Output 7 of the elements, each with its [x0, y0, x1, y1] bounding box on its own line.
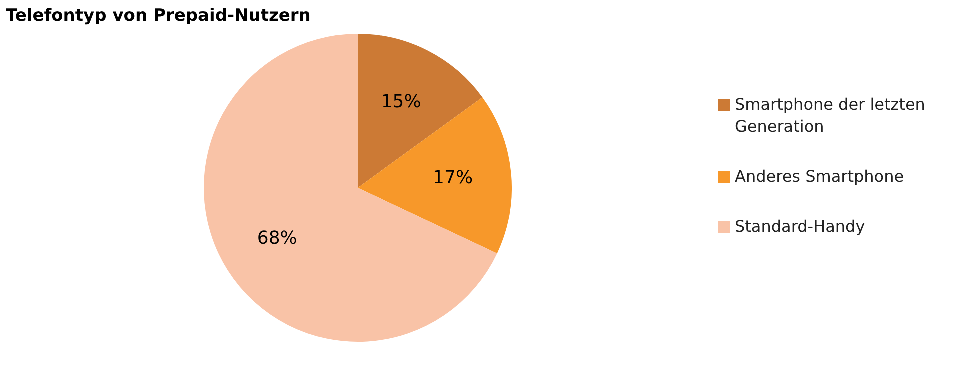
legend-label: Anderes Smartphone — [735, 166, 904, 188]
data-label: 15% — [381, 92, 422, 113]
chart-title: Telefontyp von Prepaid-Nutzern — [6, 6, 311, 26]
legend-label: Standard-Handy — [735, 216, 866, 238]
data-label: 68% — [257, 228, 298, 249]
data-label: 17% — [433, 168, 474, 189]
legend-label: Smartphone der letzten Generation — [735, 94, 926, 138]
